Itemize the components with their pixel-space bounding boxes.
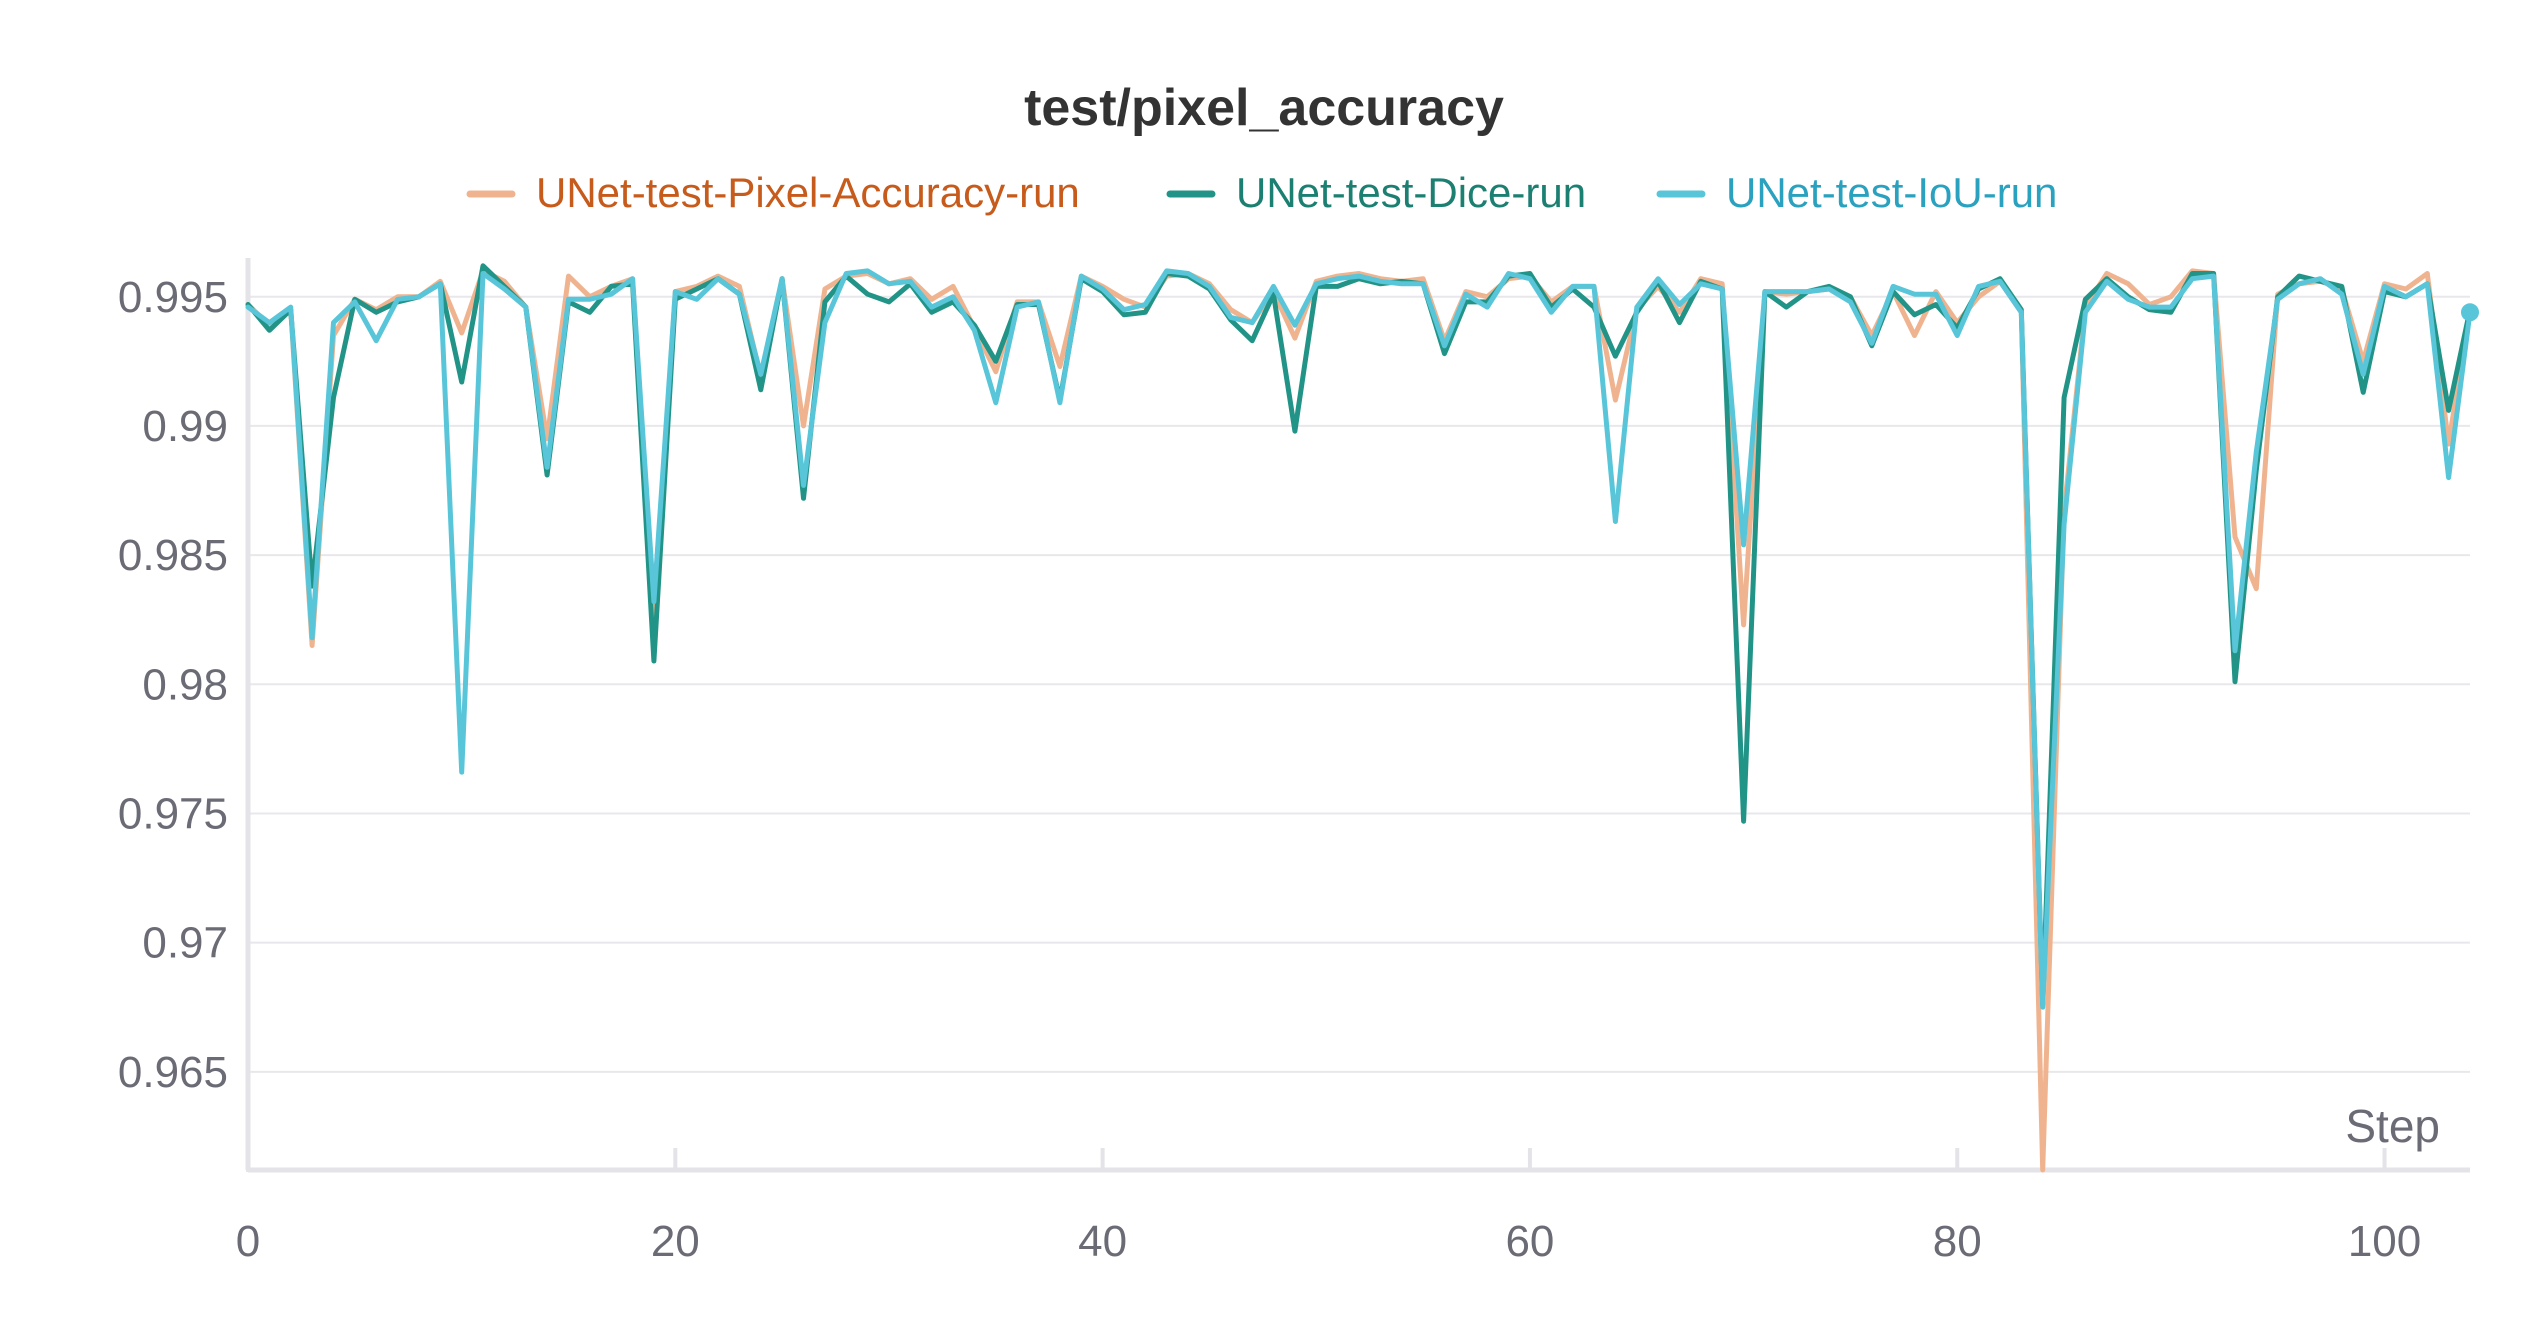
- grid: [248, 295, 2470, 1073]
- x-tick-label: 80: [1933, 1217, 1982, 1266]
- y-tick-label: 0.97: [142, 919, 228, 968]
- y-tick-label: 0.98: [142, 660, 228, 709]
- x-tick-label: 60: [1505, 1217, 1554, 1266]
- series-line-dice[interactable]: [245, 263, 2473, 1008]
- chart-title: test/pixel_accuracy: [1024, 79, 1504, 137]
- legend-item-dice[interactable]: UNet-test-Dice-run: [1166, 169, 1586, 216]
- legend[interactable]: UNet-test-Pixel-Accuracy-run UNet-test-D…: [466, 169, 2057, 216]
- series-line-pixel-accuracy[interactable]: [245, 268, 2473, 1173]
- series-lines[interactable]: [245, 263, 2479, 1173]
- x-axis-label: Step: [2345, 1100, 2440, 1152]
- legend-label-pixel-accuracy: UNet-test-Pixel-Accuracy-run: [536, 169, 1080, 216]
- x-tick-label: 20: [651, 1217, 700, 1266]
- axes: [245, 258, 2470, 1173]
- y-tick-label: 0.99: [142, 402, 228, 451]
- legend-item-iou[interactable]: UNet-test-IoU-run: [1656, 169, 2057, 216]
- y-tick-label: 0.975: [118, 789, 228, 838]
- series-line-iou[interactable]: [245, 268, 2473, 1010]
- y-axis-ticks: 0.965 0.97 0.975 0.98 0.985 0.99 0.995: [118, 273, 228, 1097]
- x-tick-label: 40: [1078, 1217, 1127, 1266]
- legend-label-dice: UNet-test-Dice-run: [1236, 169, 1586, 216]
- legend-item-pixel-accuracy[interactable]: UNet-test-Pixel-Accuracy-run: [466, 169, 1080, 216]
- x-tick-label: 100: [2348, 1217, 2421, 1266]
- series-endpoint-marker[interactable]: [2461, 303, 2479, 322]
- legend-label-iou: UNet-test-IoU-run: [1726, 169, 2057, 216]
- y-tick-label: 0.965: [118, 1048, 228, 1097]
- x-axis-ticks: 0 20 40 60 80 100: [236, 1148, 2421, 1266]
- y-tick-label: 0.985: [118, 531, 228, 580]
- x-tick-label: 0: [236, 1217, 260, 1266]
- y-tick-label: 0.995: [118, 273, 228, 322]
